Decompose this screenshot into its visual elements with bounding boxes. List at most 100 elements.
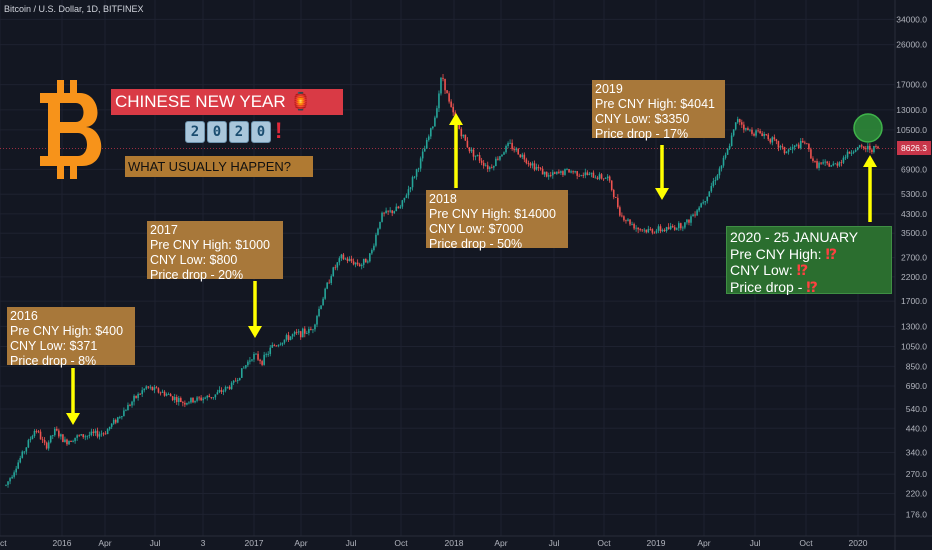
annotation-line: 2020 - 25 JANUARY: [730, 229, 859, 245]
candle-body: [535, 167, 538, 170]
candle-body: [169, 394, 172, 397]
candle-body: [369, 253, 371, 262]
annotation-line: Price drop - 20%: [150, 268, 244, 282]
candle-body: [521, 154, 524, 158]
candle-body: [586, 172, 589, 175]
candle-body: [385, 210, 387, 214]
candle-body: [462, 134, 465, 137]
candle-body: [501, 154, 503, 157]
candle-body: [724, 154, 727, 158]
candle-body: [757, 130, 759, 132]
candle-body: [663, 229, 666, 232]
annotation-line: CNY Low: $7000: [429, 222, 524, 236]
candle-body: [696, 210, 698, 216]
candle-body: [747, 128, 749, 131]
candle-body: [484, 165, 487, 167]
candle-body: [96, 430, 99, 437]
candle-body: [806, 143, 808, 145]
candle-body: [665, 227, 668, 232]
year-digit: 2: [185, 121, 205, 143]
candle-body: [690, 216, 692, 223]
candle-body: [417, 168, 420, 170]
banner-title: CHINESE NEW YEAR 🏮: [111, 89, 343, 115]
y-tick-label: 13000.0: [896, 105, 927, 115]
candle-body: [834, 163, 837, 165]
candle-body: [799, 140, 802, 149]
candle-body: [409, 187, 412, 190]
candle-body: [860, 145, 863, 147]
candle-body: [732, 129, 735, 136]
candle-body: [761, 133, 763, 137]
candle-body: [633, 224, 635, 229]
candle-body: [779, 146, 782, 148]
candle-body: [785, 151, 788, 154]
candle-body: [5, 484, 7, 486]
candle-body: [466, 140, 469, 148]
candle-body: [684, 222, 686, 228]
candle-body: [76, 435, 78, 438]
candle-body: [330, 276, 333, 283]
candle-body: [753, 133, 755, 136]
candle-body: [865, 148, 867, 150]
candle-body: [875, 146, 877, 147]
candle-body: [578, 175, 581, 177]
candle-body: [112, 419, 115, 424]
candle-body: [322, 298, 324, 306]
candle-body: [53, 428, 56, 436]
candle-body: [755, 130, 757, 136]
candle-body: [411, 177, 414, 188]
candle-body: [45, 442, 48, 449]
y-tick-label: 1700.0: [901, 296, 927, 306]
candle-body: [393, 211, 396, 214]
candle-body: [348, 258, 351, 262]
x-tick-label: Apr: [697, 538, 710, 548]
arrow-head: [248, 326, 262, 338]
candle-body: [495, 158, 497, 167]
candle-body: [712, 181, 715, 186]
candle-body: [421, 151, 424, 159]
candle-body: [125, 410, 127, 412]
annotation-2020: 2020 - 25 JANUARY Pre CNY High: ⁉ CNY Lo…: [726, 226, 892, 295]
candle-body: [515, 148, 517, 151]
candle-body: [192, 397, 194, 403]
x-tick-label: Jul: [750, 538, 761, 548]
candle-body: [171, 396, 174, 401]
candle-body: [631, 224, 633, 225]
candle-body: [310, 328, 312, 331]
candle-body: [446, 90, 448, 94]
candle-body: [141, 390, 143, 395]
candle-body: [64, 439, 66, 443]
candle-body: [745, 128, 747, 130]
year-digit: 0: [207, 121, 227, 143]
candle-body: [206, 395, 209, 398]
candle-body: [15, 468, 17, 473]
bitcoin-logo-icon: [40, 80, 102, 179]
candle-body: [403, 197, 406, 201]
candle-body: [533, 163, 536, 170]
candle-body: [234, 380, 237, 382]
candle-body: [247, 361, 249, 366]
candle-body: [576, 171, 578, 176]
candle-body: [771, 137, 774, 143]
candle-body: [149, 386, 152, 388]
candle-body: [582, 175, 585, 176]
x-tick-label: Oct: [799, 538, 813, 548]
candle-body: [549, 175, 552, 176]
candle-body: [564, 169, 566, 175]
candle-body: [598, 174, 601, 179]
candle-body: [675, 228, 678, 230]
candle-body: [448, 93, 450, 102]
candle-body: [214, 394, 217, 398]
candle-body: [588, 173, 591, 175]
candle-body: [621, 215, 623, 217]
candle-body: [862, 146, 865, 149]
candle-body: [452, 106, 454, 113]
candle-body: [216, 392, 219, 395]
candle-body: [328, 282, 330, 284]
candle-body: [716, 175, 719, 181]
candle-body: [688, 219, 690, 223]
candle-body: [730, 135, 733, 147]
candle-body: [596, 177, 599, 179]
candle-body: [78, 435, 80, 437]
y-tick-label: 3500.0: [901, 228, 927, 238]
